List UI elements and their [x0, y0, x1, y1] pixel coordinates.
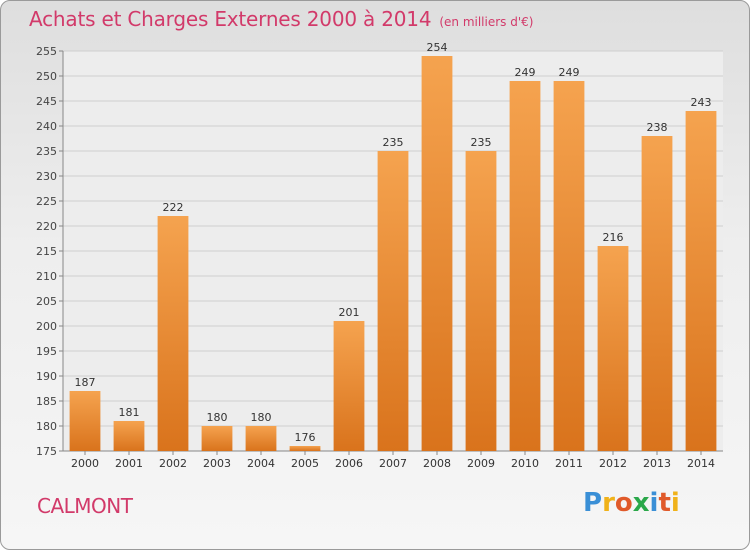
bar — [245, 426, 277, 451]
x-tick-label: 2014 — [687, 457, 715, 470]
y-tick-label: 220 — [36, 220, 57, 233]
bar — [201, 426, 233, 451]
data-label: 216 — [603, 231, 624, 244]
data-label: 254 — [427, 41, 448, 54]
x-tick-label: 2011 — [555, 457, 583, 470]
logo-letter: P — [583, 488, 603, 518]
x-tick-label: 2003 — [203, 457, 231, 470]
x-tick-label: 2005 — [291, 457, 319, 470]
data-label: 238 — [647, 121, 668, 134]
x-tick-label: 2012 — [599, 457, 627, 470]
bar — [597, 246, 629, 451]
bar — [685, 111, 717, 451]
data-label: 235 — [383, 136, 404, 149]
y-tick-label: 185 — [36, 395, 57, 408]
data-label: 181 — [119, 406, 140, 419]
x-tick-label: 2008 — [423, 457, 451, 470]
proxiti-logo: Proxiti — [583, 488, 680, 518]
y-tick-label: 210 — [36, 270, 57, 283]
logo-letter: x — [632, 488, 650, 518]
chart-title: Achats et Charges Externes 2000 à 2014 (e… — [29, 7, 533, 31]
bar — [157, 216, 189, 451]
bar — [333, 321, 365, 451]
x-tick-label: 2007 — [379, 457, 407, 470]
data-label: 235 — [471, 136, 492, 149]
data-label: 249 — [559, 66, 580, 79]
bar — [641, 136, 673, 451]
y-tick-label: 230 — [36, 170, 57, 183]
y-tick-label: 240 — [36, 120, 57, 133]
y-tick-label: 250 — [36, 70, 57, 83]
y-tick-label: 255 — [36, 45, 57, 58]
data-label: 180 — [251, 411, 272, 424]
x-tick-label: 2009 — [467, 457, 495, 470]
y-tick-label: 225 — [36, 195, 57, 208]
y-tick-label: 235 — [36, 145, 57, 158]
x-tick-label: 2001 — [115, 457, 143, 470]
chart-title-text: Achats et Charges Externes 2000 à 2014 — [29, 7, 432, 31]
bar — [69, 391, 101, 451]
logo-letter: i — [670, 488, 680, 518]
bar — [289, 446, 321, 451]
bar — [113, 421, 145, 451]
data-label: 243 — [691, 96, 712, 109]
logo-letter: r — [602, 488, 615, 518]
y-tick-label: 205 — [36, 295, 57, 308]
bar — [509, 81, 541, 451]
data-label: 201 — [339, 306, 360, 319]
y-tick-label: 245 — [36, 95, 57, 108]
x-tick-label: 2013 — [643, 457, 671, 470]
y-tick-label: 175 — [36, 445, 57, 458]
bar — [465, 151, 497, 451]
logo-letter: o — [614, 488, 633, 518]
chart-unit-note: (en milliers d'€) — [439, 15, 534, 29]
bar — [421, 56, 453, 451]
x-tick-label: 2004 — [247, 457, 275, 470]
data-label: 180 — [207, 411, 228, 424]
logo-letter: i — [649, 488, 659, 518]
y-tick-label: 195 — [36, 345, 57, 358]
bar — [377, 151, 409, 451]
data-label: 187 — [75, 376, 96, 389]
logo-letter: t — [658, 488, 671, 518]
y-tick-label: 215 — [36, 245, 57, 258]
data-label: 176 — [295, 431, 316, 444]
y-tick-label: 200 — [36, 320, 57, 333]
x-tick-label: 2000 — [71, 457, 99, 470]
bar — [553, 81, 585, 451]
x-tick-label: 2006 — [335, 457, 363, 470]
data-label: 249 — [515, 66, 536, 79]
commune-name: CALMONT — [37, 494, 133, 518]
y-tick-label: 180 — [36, 420, 57, 433]
y-tick-label: 190 — [36, 370, 57, 383]
x-tick-label: 2002 — [159, 457, 187, 470]
x-tick-label: 2010 — [511, 457, 539, 470]
data-label: 222 — [163, 201, 184, 214]
